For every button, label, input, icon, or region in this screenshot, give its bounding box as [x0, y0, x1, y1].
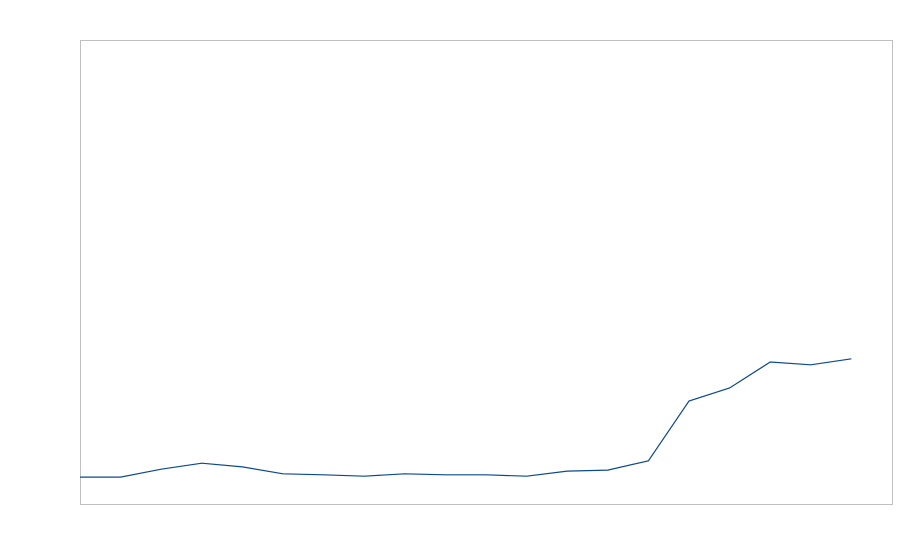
plot-frame: [80, 40, 893, 505]
series-line-0: [80, 358, 852, 478]
series-group: [80, 358, 852, 478]
